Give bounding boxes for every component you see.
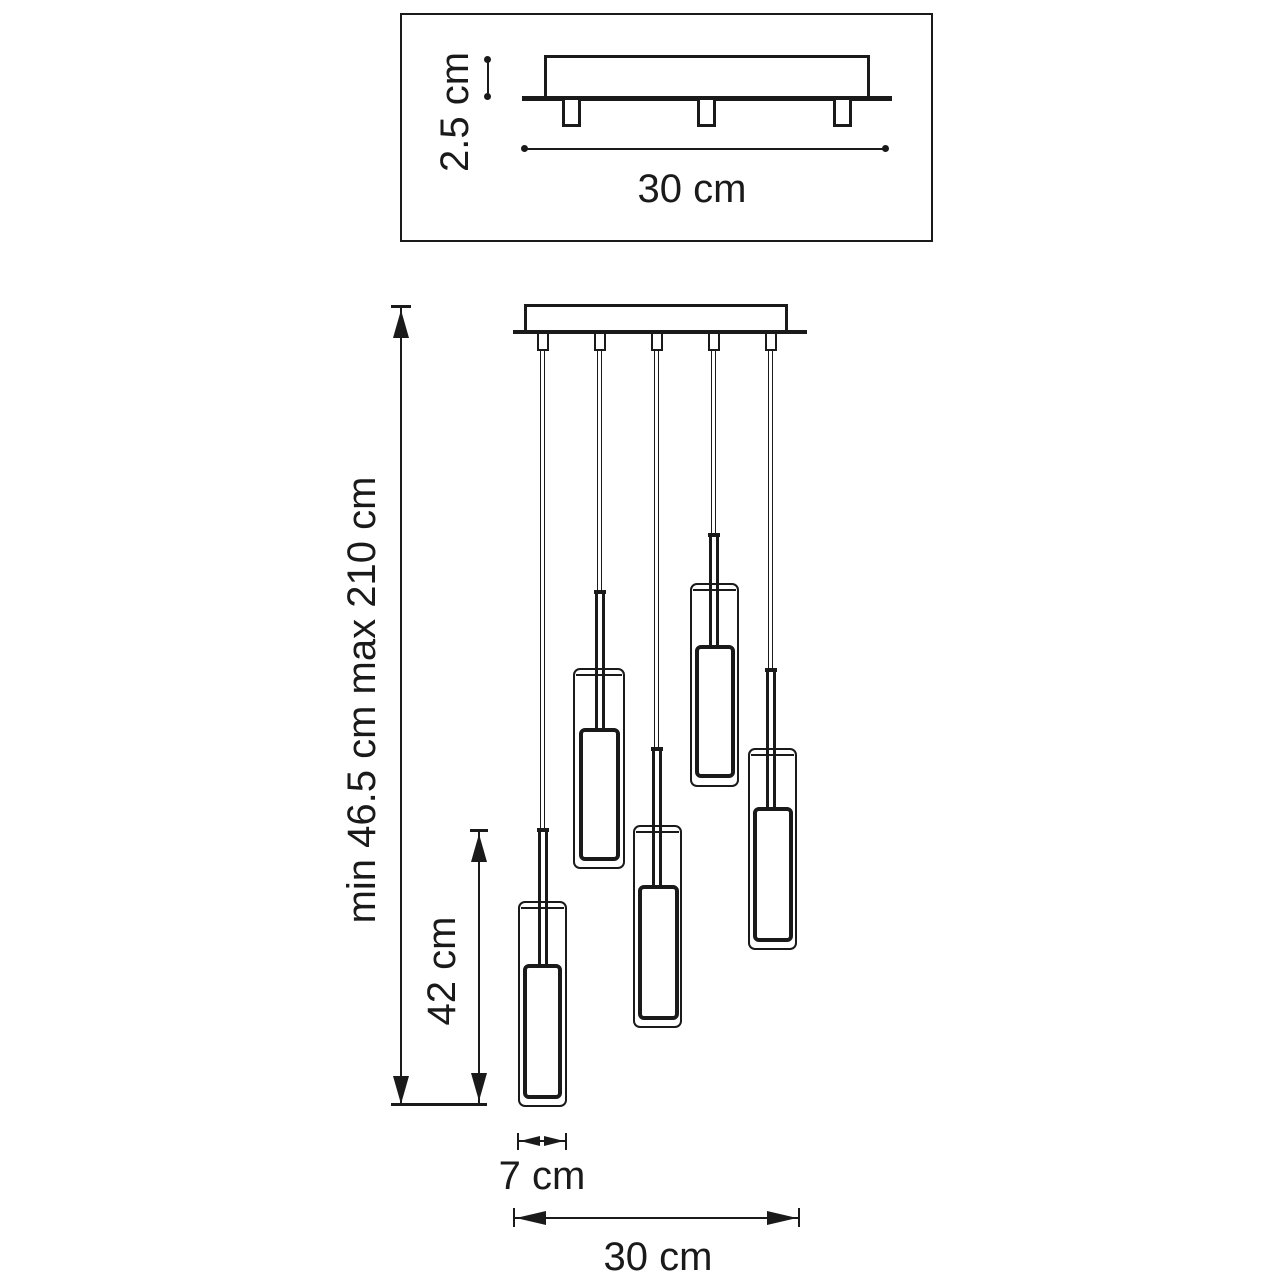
pendant-glass-shade [748, 748, 797, 950]
stem-cap [708, 533, 720, 537]
pendant-stem [766, 672, 776, 807]
suspension-cable [654, 351, 659, 747]
suspension-cable [711, 351, 716, 533]
pendant-height-label: 42 cm [420, 916, 464, 1026]
dimension-tick [798, 1208, 800, 1227]
shade-width-label: 7 cm [498, 1154, 586, 1198]
stem-cap [594, 590, 606, 594]
arrow-right-icon [544, 1136, 564, 1146]
glass-rim [576, 674, 622, 676]
suspension-cable [597, 351, 602, 590]
glass-rim [636, 831, 679, 833]
dimension-dot [484, 56, 491, 63]
mount-tab [697, 100, 716, 127]
canopy-width-dimension-line [525, 148, 887, 150]
base-width-dimension-line [514, 1217, 799, 1219]
glass-rim [693, 589, 736, 591]
pendant-diffuser [753, 807, 793, 942]
canopy-height-label: 2.5 cm [433, 51, 477, 173]
suspension-cable [540, 351, 545, 828]
stem-cap [765, 668, 777, 672]
arrow-left-icon [516, 1211, 546, 1225]
pendant-glass-shade [518, 901, 567, 1107]
pendant-stem [652, 751, 662, 885]
glass-rim [751, 754, 794, 756]
dimension-dot [882, 145, 889, 152]
arrow-up-icon [393, 310, 409, 338]
canopy-height-dimension-line [487, 59, 489, 97]
dimension-tick [391, 1103, 487, 1106]
canopy-width-label: 30 cm [637, 167, 747, 211]
stem-cap [537, 828, 549, 832]
dimension-tick [391, 305, 411, 308]
pendant-stem [538, 832, 548, 964]
dimension-tick [470, 829, 488, 832]
dimension-dot [484, 93, 491, 100]
pendant-glass-shade [690, 583, 739, 787]
arrow-up-icon [471, 834, 487, 862]
pendant-stem [595, 594, 605, 728]
pendant-glass-shade [573, 668, 625, 869]
arrow-down-icon [393, 1076, 409, 1104]
pendant-diffuser [695, 645, 735, 778]
cable-connector [651, 334, 663, 351]
cable-connector [537, 334, 549, 351]
cable-connector [708, 334, 720, 351]
base-width-label: 30 cm [603, 1235, 713, 1279]
mount-tab [562, 100, 581, 127]
pendant-diffuser [523, 964, 562, 1099]
top-view-canopy [544, 55, 870, 98]
glass-rim [521, 907, 564, 909]
fixture-canopy [524, 304, 788, 332]
top-view-plate [522, 96, 892, 101]
dimension-dot [521, 145, 528, 152]
arrow-left-icon [520, 1136, 540, 1146]
cable-connector [594, 334, 606, 351]
overall-height-dimension-line [400, 308, 402, 1106]
mount-tab [833, 100, 852, 127]
cable-connector [765, 334, 777, 351]
shade-width-dimension-line [518, 1140, 566, 1142]
arrow-down-icon [471, 1073, 487, 1101]
fixture-plate [513, 330, 807, 334]
arrow-right-icon [767, 1211, 797, 1225]
pendant-diffuser [579, 728, 620, 861]
overall-height-label: min 46.5 cm max 210 cm [340, 476, 384, 924]
top-view-frame [400, 13, 933, 242]
pendant-glass-shade [633, 825, 682, 1028]
pendant-height-dimension-line [478, 832, 480, 1103]
dimension-tick [565, 1133, 567, 1150]
suspension-cable [768, 351, 773, 668]
pendant-diffuser [638, 885, 679, 1020]
pendant-stem [709, 537, 719, 645]
stem-cap [651, 747, 663, 751]
